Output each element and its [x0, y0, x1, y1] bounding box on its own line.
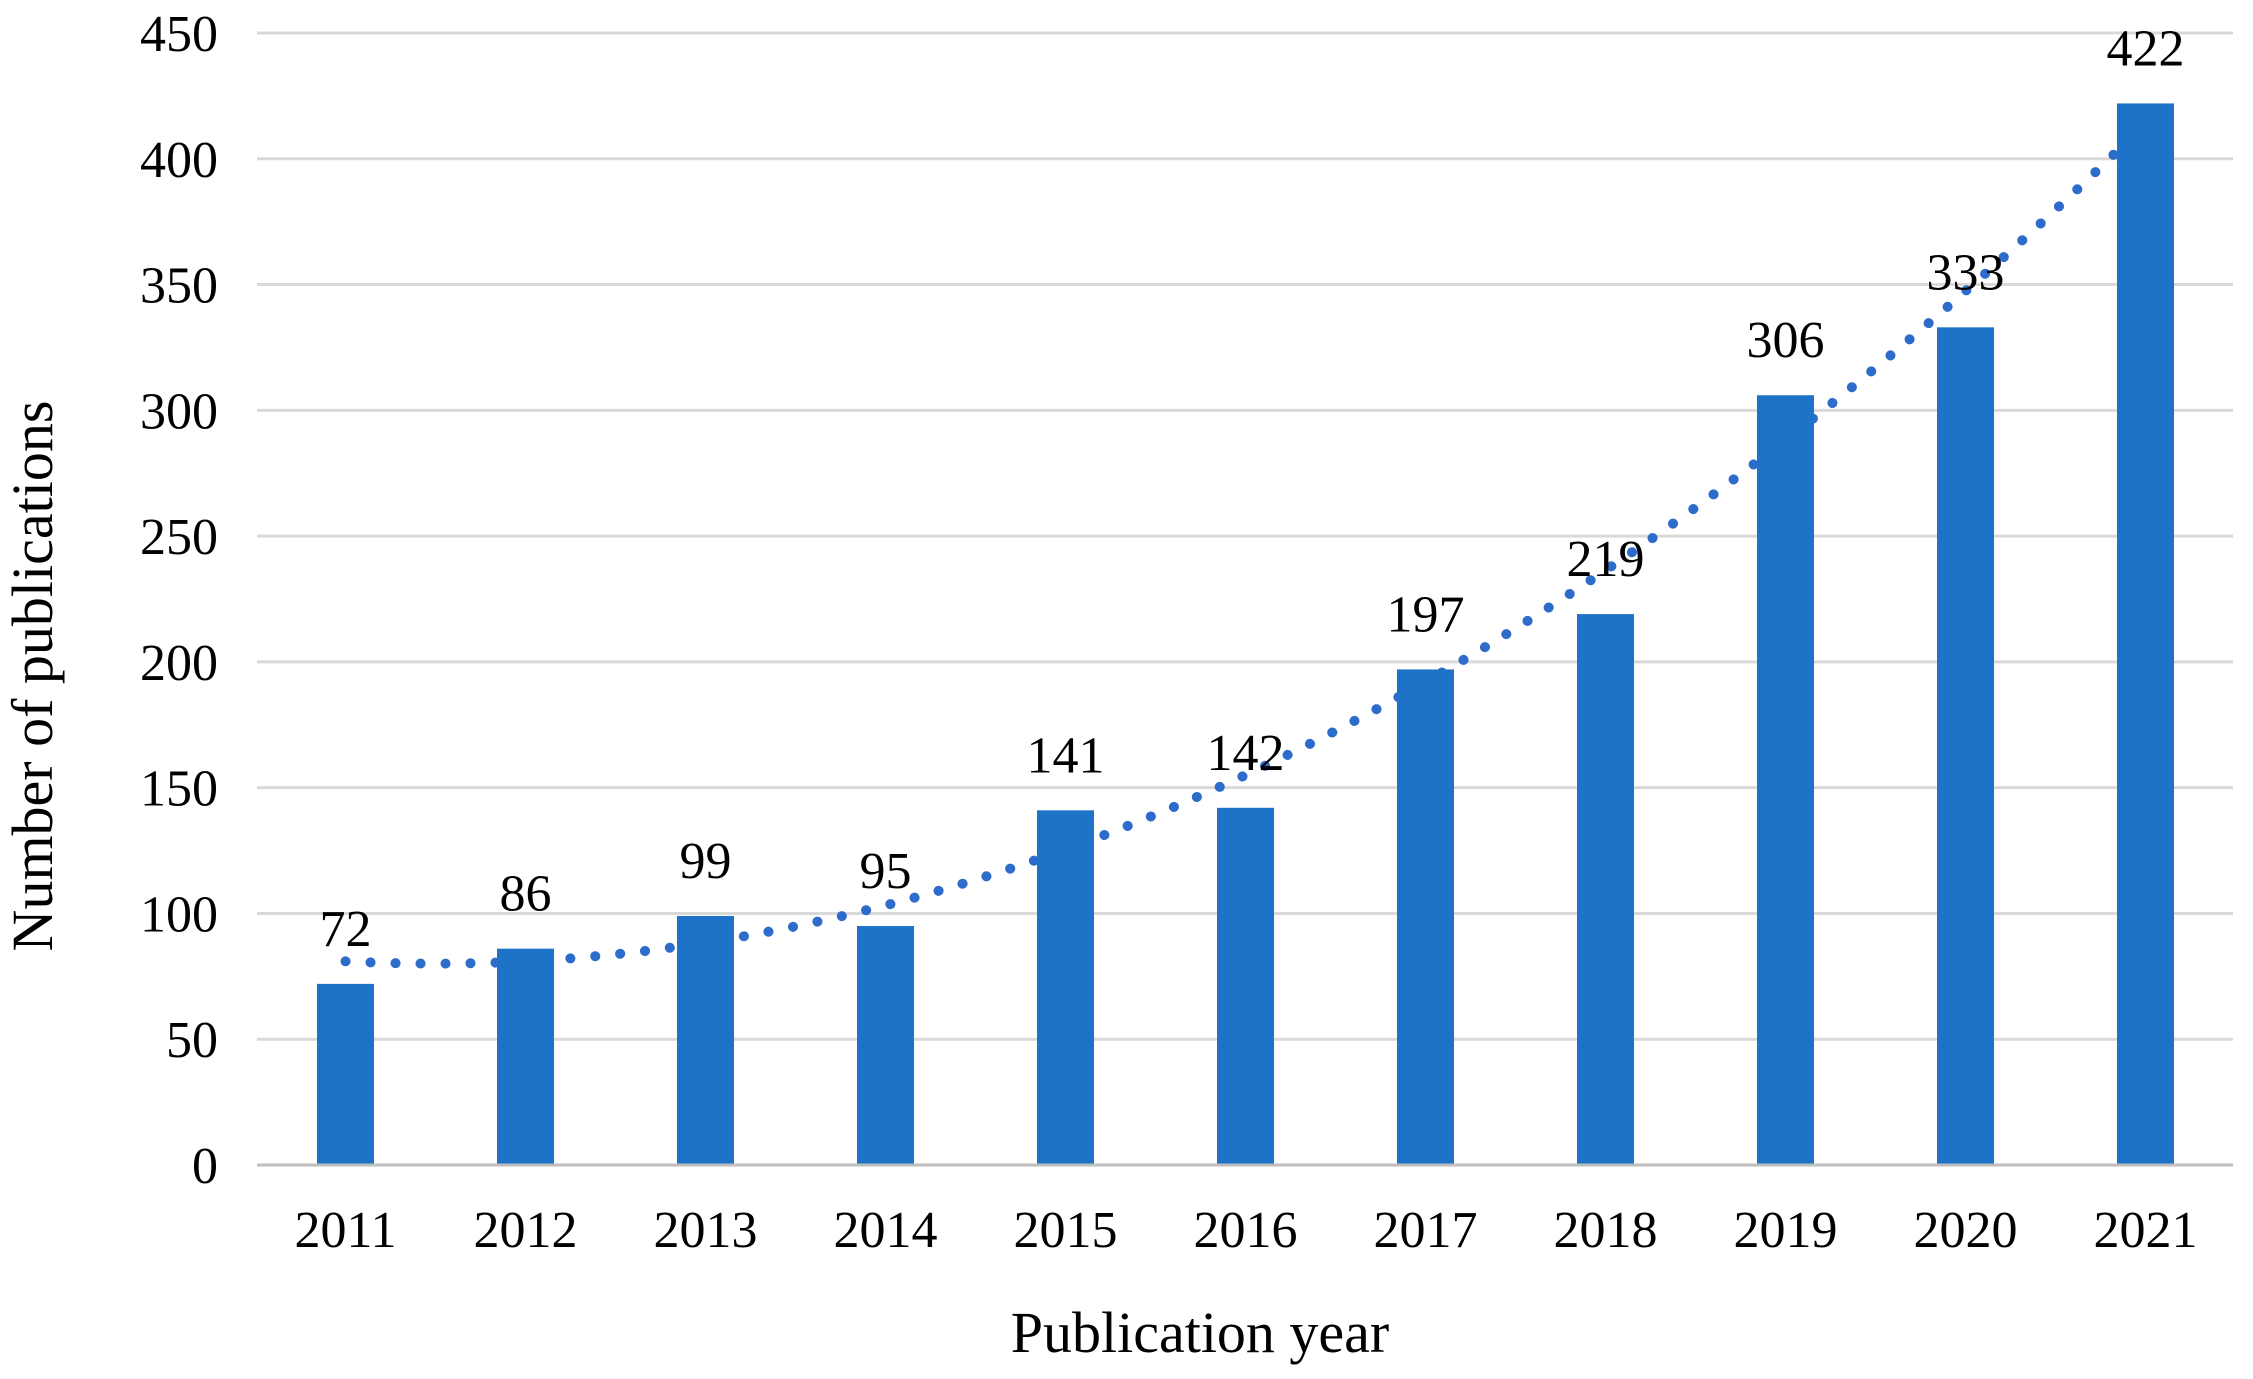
- value-label-2016: 142: [1207, 725, 1285, 782]
- bar-2020: [1937, 327, 1994, 1165]
- value-label-2011: 72: [320, 901, 372, 958]
- y-axis-tick-labels: 0 50 100 150 200 250 300 350 400 450: [140, 6, 218, 1195]
- x-tick-label-2013: 2013: [654, 1202, 758, 1259]
- y-tick-label: 450: [140, 6, 218, 63]
- value-label-2019: 306: [1747, 312, 1825, 369]
- y-tick-label: 200: [140, 635, 218, 692]
- bars: [317, 103, 2174, 1166]
- bar-2016: [1217, 807, 1274, 1165]
- bar-2017: [1397, 669, 1454, 1165]
- x-tick-label-2012: 2012: [474, 1202, 578, 1259]
- x-tick-label-2015: 2015: [1014, 1202, 1118, 1259]
- value-label-2014: 95: [860, 843, 912, 900]
- value-label-2013: 99: [680, 833, 732, 890]
- gridlines: [257, 31, 2233, 1041]
- trendline-dotted: [340, 118, 2151, 969]
- x-tick-label-2016: 2016: [1194, 1202, 1298, 1259]
- value-label-2015: 141: [1027, 727, 1105, 784]
- value-label-2017: 197: [1387, 586, 1465, 643]
- x-tick-label-2021: 2021: [2094, 1202, 2198, 1259]
- x-tick-label-2019: 2019: [1734, 1202, 1838, 1259]
- x-axis-tick-labels: 2011 2012 2013 2014 2015 2016 2017 2018 2019 2020…: [294, 1202, 2197, 1259]
- y-tick-label: 100: [140, 886, 218, 943]
- bar-2013: [677, 915, 734, 1165]
- bar-2019: [1757, 395, 1814, 1165]
- x-tick-label-2011: 2011: [294, 1202, 396, 1259]
- bar-2018: [1577, 614, 1634, 1165]
- bar-2021: [2117, 103, 2174, 1166]
- y-tick-label: 50: [166, 1012, 218, 1069]
- bar-2014: [857, 926, 914, 1165]
- value-label-2012: 86: [500, 866, 552, 923]
- x-tick-label-2020: 2020: [1914, 1202, 2018, 1259]
- bar-2012: [497, 948, 554, 1165]
- x-tick-label-2014: 2014: [834, 1202, 938, 1259]
- value-labels: 72 86 99 95 141 142 197 219 306 333 422: [320, 20, 2185, 957]
- bar-2011: [317, 983, 374, 1165]
- y-tick-label: 350: [140, 258, 218, 315]
- y-axis-title: Number of publications: [0, 401, 65, 952]
- y-tick-label: 300: [140, 383, 218, 440]
- y-tick-label: 0: [192, 1138, 218, 1195]
- x-tick-label-2017: 2017: [1374, 1202, 1478, 1259]
- value-label-2021: 422: [2107, 20, 2185, 77]
- value-label-2020: 333: [1927, 244, 2005, 301]
- x-tick-label-2018: 2018: [1554, 1202, 1658, 1259]
- bar-2015: [1037, 810, 1094, 1165]
- y-tick-label: 150: [140, 761, 218, 818]
- x-axis-title: Publication year: [1011, 1300, 1390, 1365]
- y-tick-label: 250: [140, 509, 218, 566]
- value-label-2018: 219: [1567, 531, 1645, 588]
- y-tick-label: 400: [140, 132, 218, 189]
